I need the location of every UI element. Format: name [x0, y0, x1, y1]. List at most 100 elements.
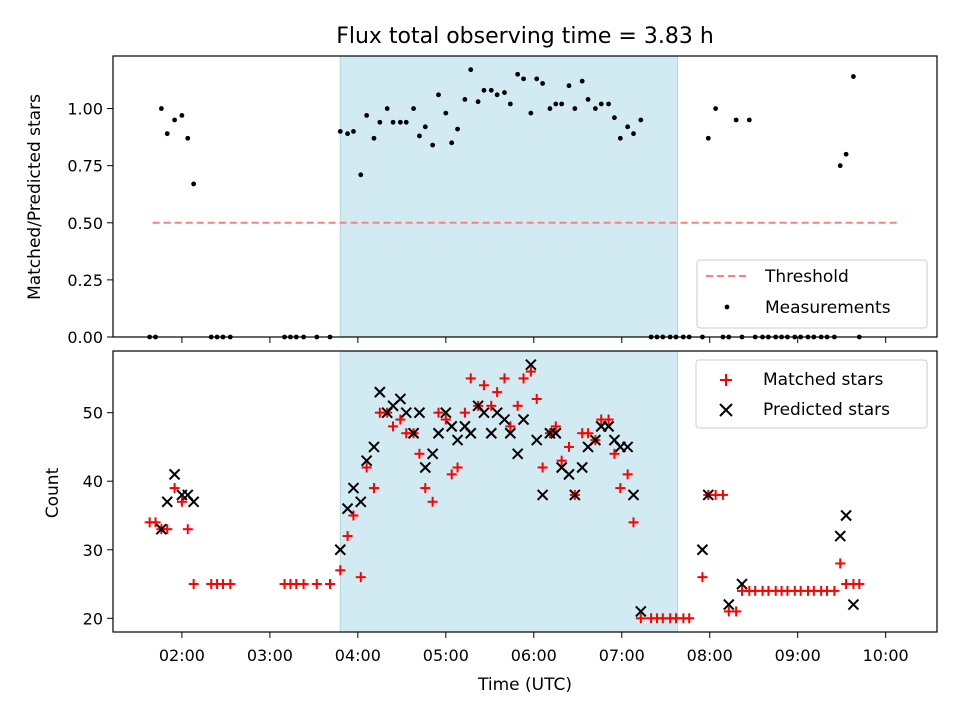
measurement-point: [625, 124, 631, 130]
matched-point: [388, 421, 399, 432]
ratio-legend: Threshold Measurements: [696, 259, 928, 329]
predicted-point: [723, 598, 735, 611]
measurement-point: [612, 115, 617, 121]
predicted-point: [426, 448, 439, 460]
x-tick-label: 04:00: [335, 646, 381, 665]
y-tick-label: 0.25: [67, 271, 103, 290]
y-tick-label: 0.00: [67, 328, 103, 347]
measurement-point: [417, 133, 422, 139]
measurement-point: [494, 92, 500, 98]
predicted-point: [517, 413, 530, 426]
matched-point: [505, 421, 516, 432]
measurement-point: [843, 151, 849, 157]
matched-point: [311, 579, 322, 590]
y-tick-label: 50: [83, 404, 103, 423]
matched-point: [395, 414, 406, 425]
x-tick-label: 05:00: [423, 646, 469, 665]
matched-point: [615, 483, 626, 494]
x-tick-label: 03:00: [247, 646, 293, 665]
measurement-point: [638, 117, 644, 123]
count-legend: Matched stars Predicted stars: [695, 359, 928, 429]
measurement-point: [462, 97, 468, 102]
matched-point: [603, 414, 614, 425]
matched-point: [162, 524, 173, 535]
matched-point: [176, 496, 187, 507]
predicted-point: [465, 427, 477, 439]
predicted-point: [347, 482, 360, 494]
matched-point: [342, 531, 353, 542]
predicted-point: [840, 509, 852, 522]
predicted-point: [407, 427, 420, 439]
predicted-point: [696, 544, 709, 556]
matched-point: [854, 579, 865, 590]
measurement-point: [158, 106, 164, 111]
measurement-point: [598, 101, 604, 107]
measurement-point: [515, 71, 521, 77]
ratio-plot-frame: [112, 55, 938, 338]
chart-title: Flux total observing time = 3.83 h: [336, 24, 714, 49]
measurement-point: [422, 124, 428, 130]
measurement-point: [455, 126, 460, 132]
measurement-point: [534, 76, 540, 82]
matched-point: [368, 483, 379, 494]
observing-window-span: [339, 55, 678, 338]
count-legend-box: [695, 359, 928, 429]
measurement-point: [713, 106, 719, 111]
predicted-point: [413, 406, 426, 419]
matched-point: [188, 579, 199, 590]
y-tick-label: 0.75: [67, 157, 103, 176]
measurement-point: [566, 83, 572, 89]
x-tick-label: 10:00: [863, 646, 909, 665]
measurement-point: [559, 101, 565, 107]
matched-point: [427, 496, 438, 507]
predicted-point: [187, 496, 200, 508]
predicted-legend-label: Predicted stars: [763, 400, 890, 420]
matched-legend-swatch: [720, 374, 732, 386]
measurements-legend-swatch: [724, 304, 730, 310]
measurement-point: [364, 112, 370, 118]
matched-point: [446, 469, 457, 480]
predicted-point: [627, 489, 640, 501]
matched-point: [150, 517, 161, 528]
measurement-point: [579, 78, 585, 84]
matched-point: [731, 606, 742, 617]
predicted-point: [536, 489, 549, 501]
count-plot-frame: [112, 350, 938, 633]
matched-point: [298, 579, 309, 590]
measurement-point: [733, 117, 739, 123]
predicted-point: [341, 502, 354, 515]
matched-point: [609, 448, 620, 459]
predicted-point: [847, 598, 860, 611]
measurement-point: [488, 87, 494, 93]
predicted-point: [550, 427, 562, 439]
measurement-point: [403, 119, 409, 125]
measurement-point: [837, 163, 843, 169]
y-tick-label: 20: [83, 609, 103, 628]
matched-point: [182, 524, 193, 535]
predicted-point: [576, 461, 588, 474]
predicted-point: [334, 544, 346, 556]
predicted-point: [602, 420, 615, 433]
predicted-point: [451, 434, 464, 446]
matched-point: [717, 489, 728, 500]
measurement-point: [384, 106, 390, 111]
observing-window-span: [339, 350, 678, 633]
measurement-point: [475, 99, 481, 105]
matched-point: [531, 393, 542, 404]
matched-point: [433, 407, 444, 418]
predicted-point: [834, 530, 846, 542]
matched-point: [225, 579, 236, 590]
matched-point: [635, 613, 646, 624]
matched-point: [518, 373, 529, 384]
y-tick-label: 30: [83, 541, 103, 560]
measurement-point: [572, 106, 578, 111]
measurement-point: [397, 119, 403, 125]
matched-point: [420, 483, 431, 494]
measurement-point: [377, 119, 383, 125]
matched-point: [492, 387, 503, 398]
predicted-point: [511, 448, 524, 460]
predicted-point: [155, 523, 168, 535]
predicted-point: [531, 434, 543, 446]
predicted-legend-swatch: [719, 403, 733, 417]
